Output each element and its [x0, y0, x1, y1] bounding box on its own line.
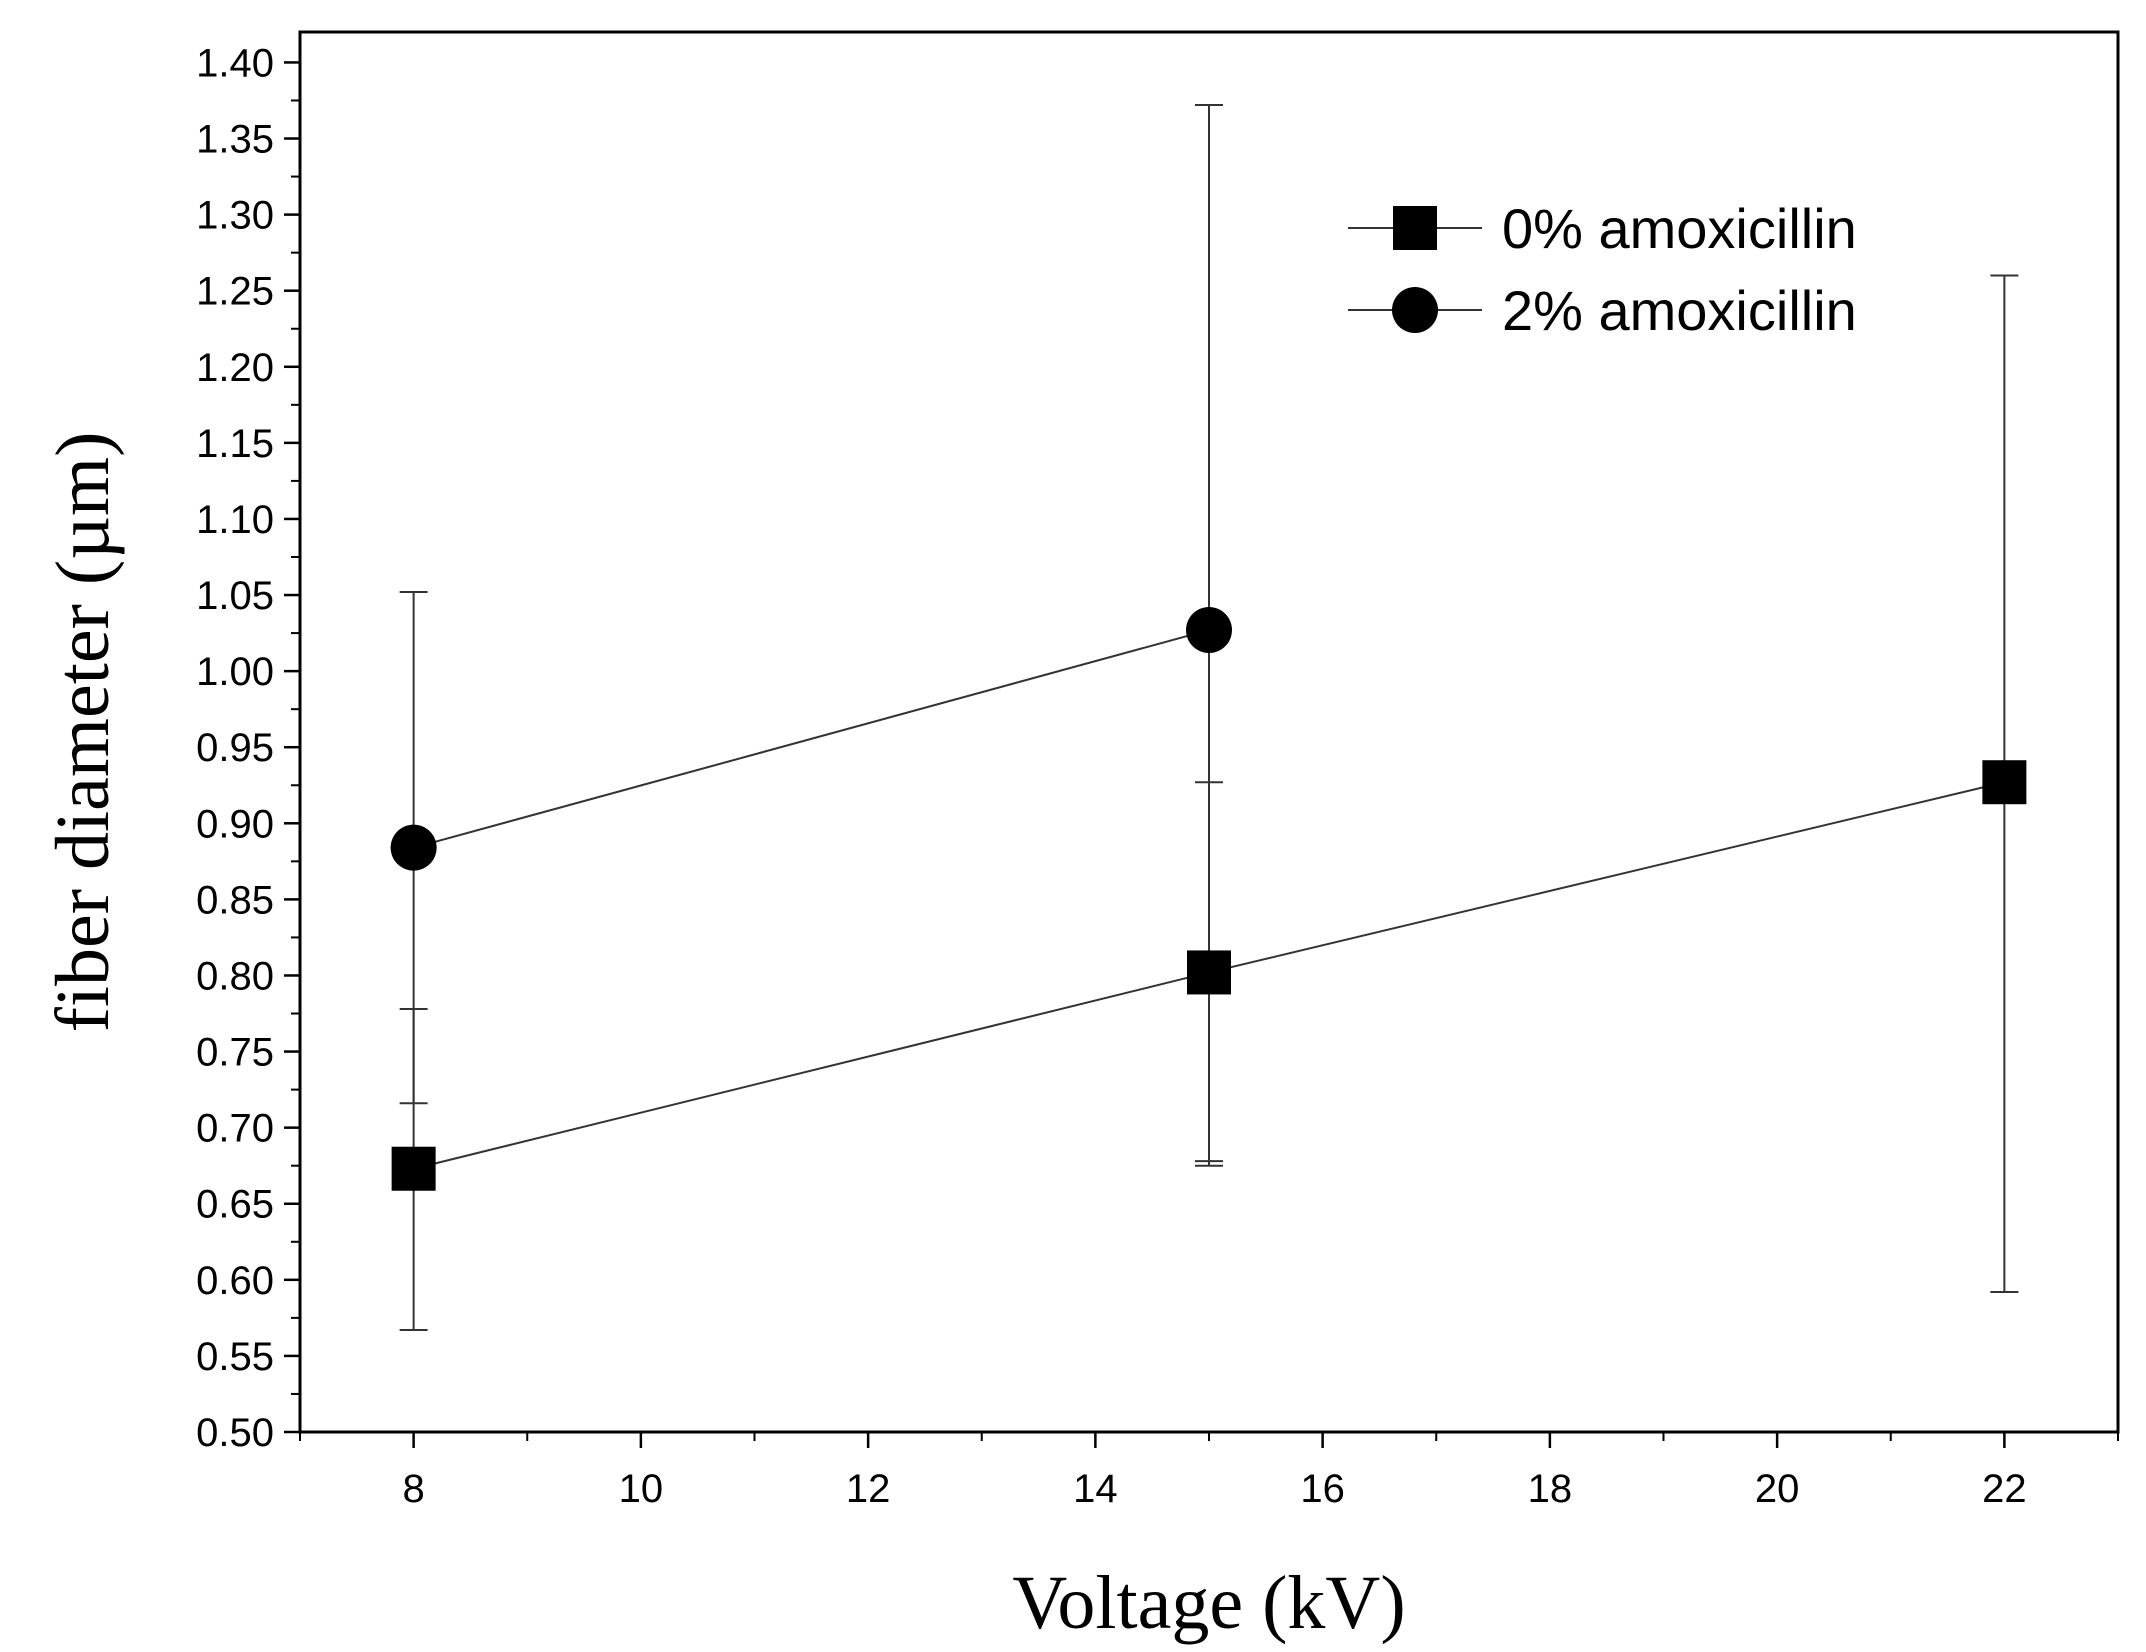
data-point-0 — [391, 1146, 436, 1191]
y-tick-label: 0.90 — [196, 802, 274, 846]
y-tick-label: 1.35 — [196, 118, 274, 162]
y-tick-label: 0.85 — [196, 878, 274, 922]
x-tick-label: 14 — [1073, 1467, 1118, 1511]
legend-marker — [1392, 287, 1438, 333]
data-point-0 — [1187, 950, 1231, 995]
y-tick-label: 0.95 — [196, 726, 274, 770]
y-axis-title: fiber diameter (µm) — [41, 432, 125, 1033]
x-tick-label: 22 — [1982, 1467, 2027, 1511]
y-tick-label: 1.05 — [196, 574, 274, 618]
y-tick-label: 1.15 — [196, 422, 274, 466]
data-point-1 — [390, 824, 437, 871]
legend: 0% amoxicillin 2% amoxicillin — [1348, 197, 1857, 342]
x-tick-label: 8 — [403, 1467, 425, 1511]
x-tick-label: 16 — [1300, 1467, 1345, 1511]
y-tick-label: 0.50 — [196, 1411, 274, 1455]
series-markers-layer — [390, 607, 2027, 1191]
legend-marker — [1393, 206, 1437, 250]
y-tick-label: 1.30 — [196, 194, 274, 238]
y-tick-label: 0.60 — [196, 1259, 274, 1303]
x-tick-label: 10 — [619, 1467, 664, 1511]
data-point-1 — [1186, 607, 1232, 654]
x-axis-title: Voltage (kV) — [1012, 1561, 1405, 1645]
series-line-1 — [413, 629, 1210, 849]
y-tick-label: 1.25 — [196, 270, 274, 314]
y-tick-label: 0.65 — [196, 1183, 274, 1227]
axis-ticks-layer — [284, 61, 2119, 1448]
data-point-0 — [1982, 760, 2027, 805]
tick-labels-layer: 0.50 0.55 0.60 0.65 0.70 0.75 0.80 0.85 0.90 0.95… — [196, 41, 2026, 1511]
legend-label: 0% amoxicillin — [1502, 197, 1857, 260]
y-tick-label: 0.80 — [196, 954, 274, 998]
x-tick-label: 12 — [846, 1467, 891, 1511]
y-tick-label: 1.00 — [196, 650, 274, 694]
y-tick-label: 1.20 — [196, 346, 274, 390]
y-tick-label: 0.75 — [196, 1031, 274, 1075]
x-tick-label: 18 — [1528, 1467, 1573, 1511]
y-tick-label: 1.10 — [196, 498, 274, 542]
y-tick-label: 0.55 — [196, 1335, 274, 1379]
y-tick-label: 0.70 — [196, 1107, 274, 1151]
legend-label: 2% amoxicillin — [1502, 279, 1857, 342]
x-tick-label: 20 — [1755, 1467, 1800, 1511]
y-tick-label: 1.40 — [196, 41, 274, 85]
